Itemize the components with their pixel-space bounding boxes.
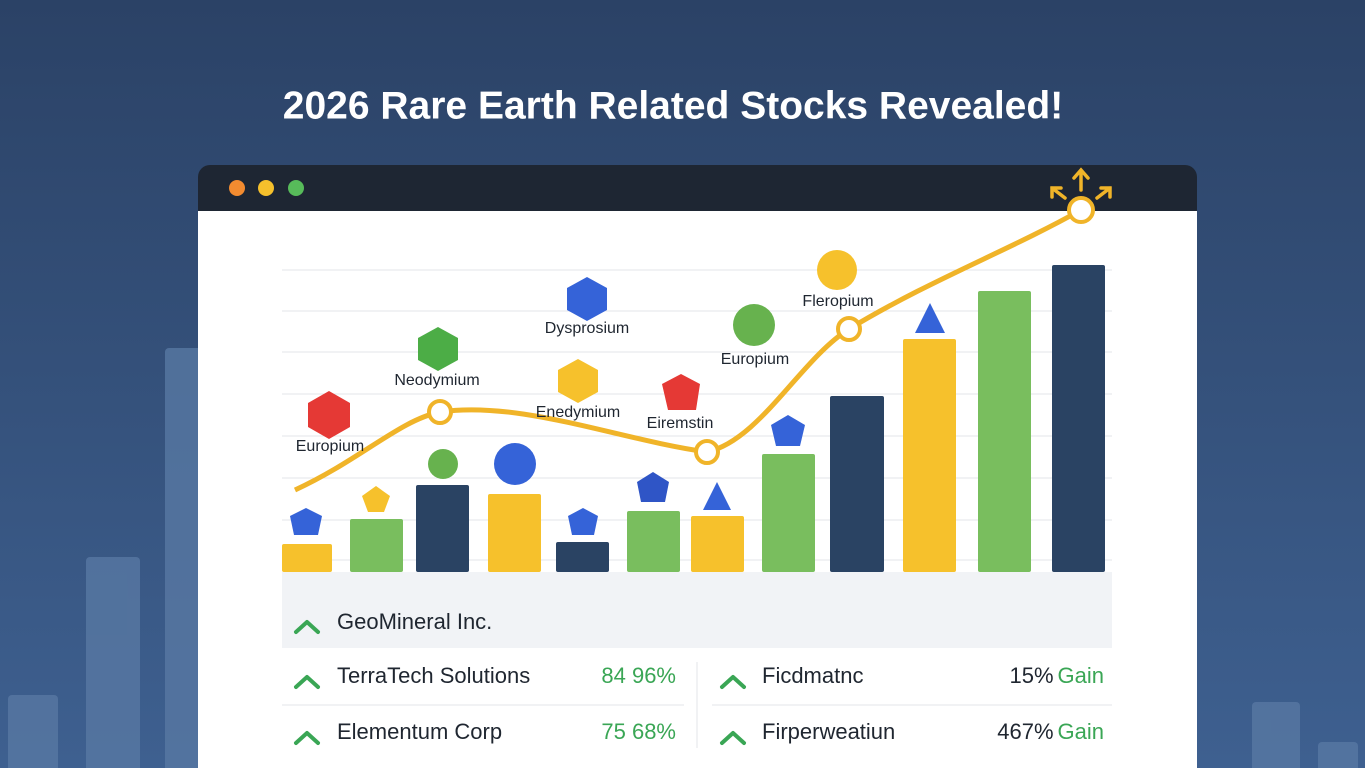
change: 84 96% [601, 663, 676, 688]
up-icon [720, 731, 746, 745]
background-bars [8, 348, 1358, 768]
change: 75 68% [601, 719, 676, 744]
up-icon [294, 675, 320, 689]
company-name: Firperweatiun [762, 719, 895, 744]
element-label: Neodymium [394, 372, 479, 389]
window-dot [258, 180, 274, 196]
element-label: Europium [296, 438, 364, 455]
up-icon [294, 731, 320, 745]
burst-arrows [1050, 167, 1112, 200]
change-note: Gain [1058, 719, 1104, 744]
element-label: Eiremstin [647, 415, 714, 432]
bars [282, 265, 1105, 572]
company-name: Elementum Corp [337, 719, 502, 744]
list-header-row [282, 572, 1112, 648]
change-note: Gain [1058, 663, 1104, 688]
company-name: TerraTech Solutions [337, 663, 530, 688]
up-icon [294, 620, 320, 634]
up-icon [720, 675, 746, 689]
trend-points [427, 196, 1095, 465]
change-value: 15% [1009, 663, 1053, 688]
change-value: 467% [997, 719, 1053, 744]
change: 15% Gain [1009, 663, 1104, 688]
element-label: Europium [721, 351, 789, 368]
change: 467% Gain [997, 719, 1104, 744]
window-dot [229, 180, 245, 196]
gems [290, 250, 945, 535]
company-name: Ficdmatnc [762, 663, 863, 688]
title: 2026 Rare Earth Related Stocks Revealed! [283, 84, 1063, 127]
element-label: Enedymium [536, 404, 620, 421]
element-label: Fleropium [802, 293, 873, 310]
element-label: Dysprosium [545, 320, 629, 337]
window-dot [288, 180, 304, 196]
company-name: GeoMineral Inc. [337, 609, 492, 634]
